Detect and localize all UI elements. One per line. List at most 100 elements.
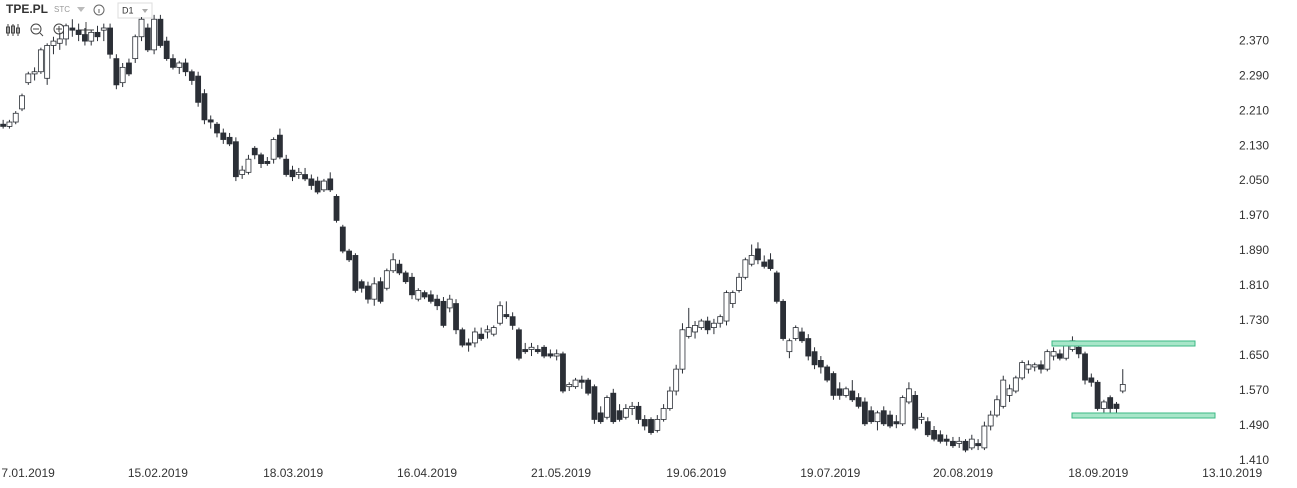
candle-body bbox=[830, 373, 837, 396]
candle-body bbox=[163, 40, 170, 60]
candle-body bbox=[748, 255, 755, 265]
candle-body bbox=[1063, 344, 1070, 359]
candle-body bbox=[1019, 362, 1026, 379]
candle-body bbox=[578, 379, 585, 383]
candle-body bbox=[811, 351, 818, 366]
candle-body bbox=[82, 34, 88, 42]
candle-body bbox=[773, 272, 780, 302]
toolbar: TPE.PL STC D1 bbox=[6, 2, 153, 38]
candle-body bbox=[786, 340, 793, 353]
candle-body bbox=[1006, 388, 1013, 396]
candle-body bbox=[434, 298, 441, 307]
x-tick-label: 13.10.2019 bbox=[1202, 466, 1262, 480]
candle-body bbox=[75, 29, 82, 35]
y-tick-label: 1.970 bbox=[1239, 208, 1269, 222]
candle-body bbox=[868, 410, 875, 423]
candle-body bbox=[1082, 353, 1088, 381]
candle-body bbox=[346, 250, 352, 261]
chart-type-icon[interactable] bbox=[6, 24, 20, 36]
x-tick-label: 19.07.2019 bbox=[800, 466, 860, 480]
candle-body bbox=[673, 368, 680, 392]
candle-body bbox=[799, 331, 805, 342]
candle-body bbox=[409, 276, 415, 296]
candle-body bbox=[585, 379, 592, 394]
candle-body bbox=[69, 27, 76, 31]
candle-body bbox=[12, 112, 19, 123]
candle-body bbox=[144, 27, 151, 51]
candle-body bbox=[0, 123, 7, 127]
candle-body bbox=[308, 178, 315, 186]
candle-body bbox=[220, 132, 227, 140]
candle-body bbox=[1044, 351, 1051, 370]
candle-body bbox=[371, 283, 378, 300]
y-tick-label: 1.650 bbox=[1239, 348, 1269, 362]
candle-body bbox=[780, 300, 787, 339]
candle-body bbox=[321, 180, 327, 191]
candle-body bbox=[207, 119, 214, 123]
candle-body bbox=[44, 45, 51, 79]
candle-body bbox=[176, 62, 183, 68]
zoom-out-icon[interactable] bbox=[30, 23, 44, 37]
symbol[interactable]: TPE.PL bbox=[6, 2, 48, 16]
candle-body bbox=[805, 338, 812, 357]
candle-body bbox=[100, 27, 107, 31]
dropdown-arrow[interactable] bbox=[77, 7, 85, 12]
candle-body bbox=[151, 18, 158, 51]
candle-body bbox=[239, 169, 246, 175]
candle-body bbox=[723, 292, 730, 322]
candle-body bbox=[88, 31, 95, 42]
candle-body bbox=[528, 346, 535, 350]
candle-body bbox=[478, 333, 485, 339]
candle-body bbox=[692, 325, 698, 333]
candle-body bbox=[666, 390, 673, 409]
candle-body bbox=[396, 263, 403, 274]
candle-body bbox=[415, 290, 422, 300]
candle-body bbox=[836, 388, 843, 396]
candle-body bbox=[302, 174, 308, 180]
candle-body bbox=[937, 434, 944, 442]
y-tick-label: 1.570 bbox=[1239, 383, 1269, 397]
candle-body bbox=[648, 419, 654, 433]
candle-body bbox=[874, 412, 881, 423]
market[interactable]: STC bbox=[54, 5, 70, 14]
candle-body bbox=[503, 314, 510, 318]
interval-select[interactable] bbox=[117, 2, 153, 19]
candle-body bbox=[1107, 397, 1114, 409]
candle-body bbox=[736, 276, 742, 291]
candle-body bbox=[560, 353, 566, 392]
interval: D1 bbox=[122, 5, 134, 15]
candle-body bbox=[201, 93, 208, 121]
candle-body bbox=[170, 58, 176, 68]
candle-body bbox=[365, 285, 371, 300]
candle-body bbox=[270, 139, 277, 160]
x-tick-label: 16.04.2019 bbox=[397, 466, 457, 480]
candle-body bbox=[94, 31, 101, 38]
candle-body bbox=[113, 58, 120, 86]
info-icon[interactable] bbox=[93, 4, 105, 16]
candle-body bbox=[1031, 364, 1038, 368]
candle-body bbox=[987, 414, 994, 427]
candle-body bbox=[522, 349, 529, 353]
candle-body bbox=[547, 353, 554, 357]
y-tick-label: 1.410 bbox=[1239, 453, 1269, 467]
candle-body bbox=[975, 443, 981, 447]
candle-body bbox=[968, 438, 975, 449]
candle-body bbox=[333, 195, 340, 221]
candle-body bbox=[660, 408, 667, 420]
candle-body bbox=[541, 346, 547, 357]
candle-body bbox=[383, 270, 390, 289]
candle-body bbox=[188, 71, 195, 81]
candle-body bbox=[654, 419, 661, 431]
candle-body bbox=[685, 327, 692, 337]
candle-body bbox=[950, 440, 956, 447]
candle-body bbox=[390, 259, 397, 272]
candle-body bbox=[277, 134, 283, 158]
candle-body bbox=[887, 414, 893, 427]
candle-body bbox=[843, 388, 849, 396]
candle-body bbox=[421, 292, 428, 298]
candle-body bbox=[352, 255, 359, 291]
candle-body bbox=[31, 71, 38, 75]
candle-body bbox=[245, 158, 252, 173]
candle-body bbox=[107, 27, 113, 55]
